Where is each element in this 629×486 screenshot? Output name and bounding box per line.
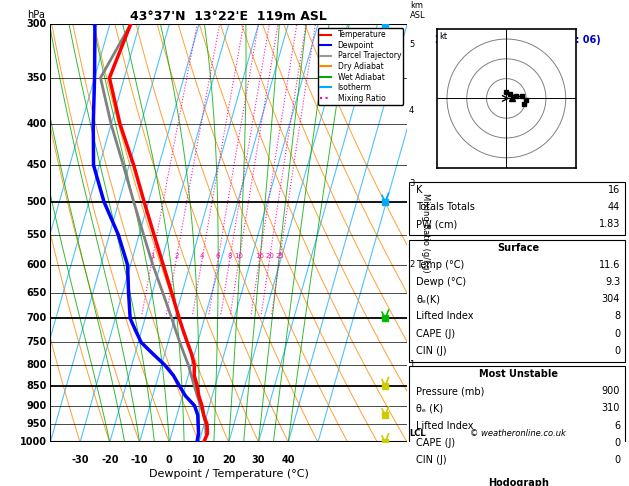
Text: km
ASL: km ASL (410, 0, 426, 20)
Text: 10: 10 (192, 455, 206, 465)
Bar (409, 475, 625, 486)
Text: K: K (416, 185, 423, 195)
Bar (409, 366, 625, 470)
Text: 5: 5 (409, 40, 415, 49)
Text: 0: 0 (166, 455, 172, 465)
Text: 2: 2 (409, 260, 415, 269)
Text: Surface: Surface (497, 243, 539, 253)
Text: 304: 304 (602, 295, 620, 304)
Text: 500: 500 (26, 197, 47, 207)
Text: Lifted Index: Lifted Index (416, 312, 474, 321)
Text: 4: 4 (409, 106, 415, 115)
Text: 0: 0 (614, 346, 620, 356)
Text: © weatheronline.co.uk: © weatheronline.co.uk (470, 429, 566, 438)
Text: 8: 8 (228, 253, 232, 259)
Text: Hodograph: Hodograph (487, 478, 548, 486)
Text: 850: 850 (26, 381, 47, 391)
Text: 600: 600 (26, 260, 47, 270)
Text: 3: 3 (409, 179, 415, 189)
Text: 40: 40 (281, 455, 295, 465)
Text: Lifted Index: Lifted Index (416, 420, 474, 431)
Text: CAPE (J): CAPE (J) (416, 329, 455, 339)
Text: -30: -30 (71, 455, 89, 465)
Text: 1000: 1000 (19, 437, 47, 447)
Text: 350: 350 (26, 73, 47, 83)
Text: Most Unstable: Most Unstable (479, 369, 557, 379)
Text: CIN (J): CIN (J) (416, 346, 447, 356)
Text: 310: 310 (602, 403, 620, 414)
Title: 43°37'N  13°22'E  119m ASL: 43°37'N 13°22'E 119m ASL (130, 10, 327, 23)
Text: CIN (J): CIN (J) (416, 455, 447, 465)
Legend: Temperature, Dewpoint, Parcel Trajectory, Dry Adiabat, Wet Adiabat, Isotherm, Mi: Temperature, Dewpoint, Parcel Trajectory… (318, 28, 403, 105)
Text: 20: 20 (265, 253, 274, 259)
Text: 8: 8 (614, 312, 620, 321)
Text: 300: 300 (26, 19, 47, 29)
Text: 2: 2 (174, 253, 179, 259)
Bar (409, 240, 625, 362)
Text: 900: 900 (26, 400, 47, 411)
Text: 1.83: 1.83 (599, 220, 620, 229)
Text: LCL: LCL (409, 429, 426, 438)
Text: 0: 0 (614, 329, 620, 339)
Text: 0: 0 (614, 455, 620, 465)
Text: θₑ (K): θₑ (K) (416, 403, 443, 414)
Text: Dewpoint / Temperature (°C): Dewpoint / Temperature (°C) (149, 469, 309, 479)
Text: 30: 30 (252, 455, 265, 465)
Text: 950: 950 (26, 419, 47, 430)
Text: -10: -10 (131, 455, 148, 465)
Text: 0: 0 (614, 438, 620, 448)
Text: 700: 700 (26, 313, 47, 324)
Text: 20: 20 (222, 455, 235, 465)
Text: 16: 16 (255, 253, 264, 259)
Text: 4: 4 (200, 253, 204, 259)
Text: Mixing Ratio (g/kg): Mixing Ratio (g/kg) (421, 193, 430, 273)
Text: 6: 6 (216, 253, 220, 259)
Text: 16: 16 (608, 185, 620, 195)
Text: Temp (°C): Temp (°C) (416, 260, 464, 270)
Text: 650: 650 (26, 288, 47, 298)
Text: 9.3: 9.3 (605, 277, 620, 287)
Text: CAPE (J): CAPE (J) (416, 438, 455, 448)
Text: -20: -20 (101, 455, 118, 465)
Text: Totals Totals: Totals Totals (416, 202, 475, 212)
Text: 900: 900 (602, 386, 620, 396)
Text: 1: 1 (409, 360, 415, 369)
Text: 1: 1 (150, 253, 155, 259)
Text: 11.6: 11.6 (599, 260, 620, 270)
Text: 25: 25 (276, 253, 284, 259)
Text: θₑ(K): θₑ(K) (416, 295, 440, 304)
Text: Dewp (°C): Dewp (°C) (416, 277, 466, 287)
Text: hPa: hPa (27, 10, 45, 20)
Text: 400: 400 (26, 119, 47, 129)
Text: 800: 800 (26, 360, 47, 370)
Text: 550: 550 (26, 230, 47, 240)
Text: Pressure (mb): Pressure (mb) (416, 386, 484, 396)
Text: PW (cm): PW (cm) (416, 220, 457, 229)
Text: 10: 10 (235, 253, 243, 259)
Text: kt: kt (439, 32, 447, 41)
Text: 6: 6 (614, 420, 620, 431)
Bar (409, 182, 625, 235)
Text: 28.04.2024  00GMT (Base: 06): 28.04.2024 00GMT (Base: 06) (435, 35, 601, 45)
Text: 450: 450 (26, 160, 47, 170)
Text: 750: 750 (26, 337, 47, 347)
Text: 44: 44 (608, 202, 620, 212)
